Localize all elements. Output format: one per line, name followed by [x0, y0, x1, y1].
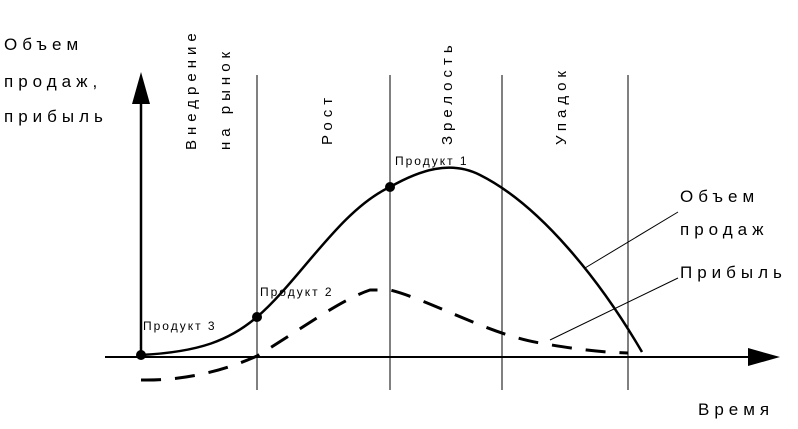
point-label: Продукт 2 [260, 285, 334, 299]
stage-label: Внедрение [183, 28, 200, 150]
y-axis-label: продаж, [4, 72, 102, 91]
y-axis-label: Объем [4, 35, 83, 54]
profit-curve [140, 288, 629, 382]
x-arrow [748, 348, 780, 366]
point-label: Продукт 3 [143, 319, 217, 333]
y-axis-label: прибыль [4, 107, 108, 126]
stage-label: Зрелость [439, 40, 456, 145]
point [252, 312, 262, 322]
curve-label: продаж [680, 220, 769, 239]
stage-dividers [256, 75, 629, 390]
stage-label: на рынок [217, 47, 234, 150]
point [385, 182, 395, 192]
leader-line [584, 211, 679, 269]
leader-line [549, 277, 679, 341]
stage-label: Рост [319, 93, 336, 145]
y-arrow [132, 72, 150, 104]
point [136, 350, 146, 360]
curve-label: Прибыль [680, 263, 787, 282]
curve-label: Объем [680, 187, 759, 206]
stage-label: Упадок [553, 66, 570, 145]
x-axis-label: Время [698, 400, 774, 419]
point-label: Продукт 1 [395, 154, 469, 168]
